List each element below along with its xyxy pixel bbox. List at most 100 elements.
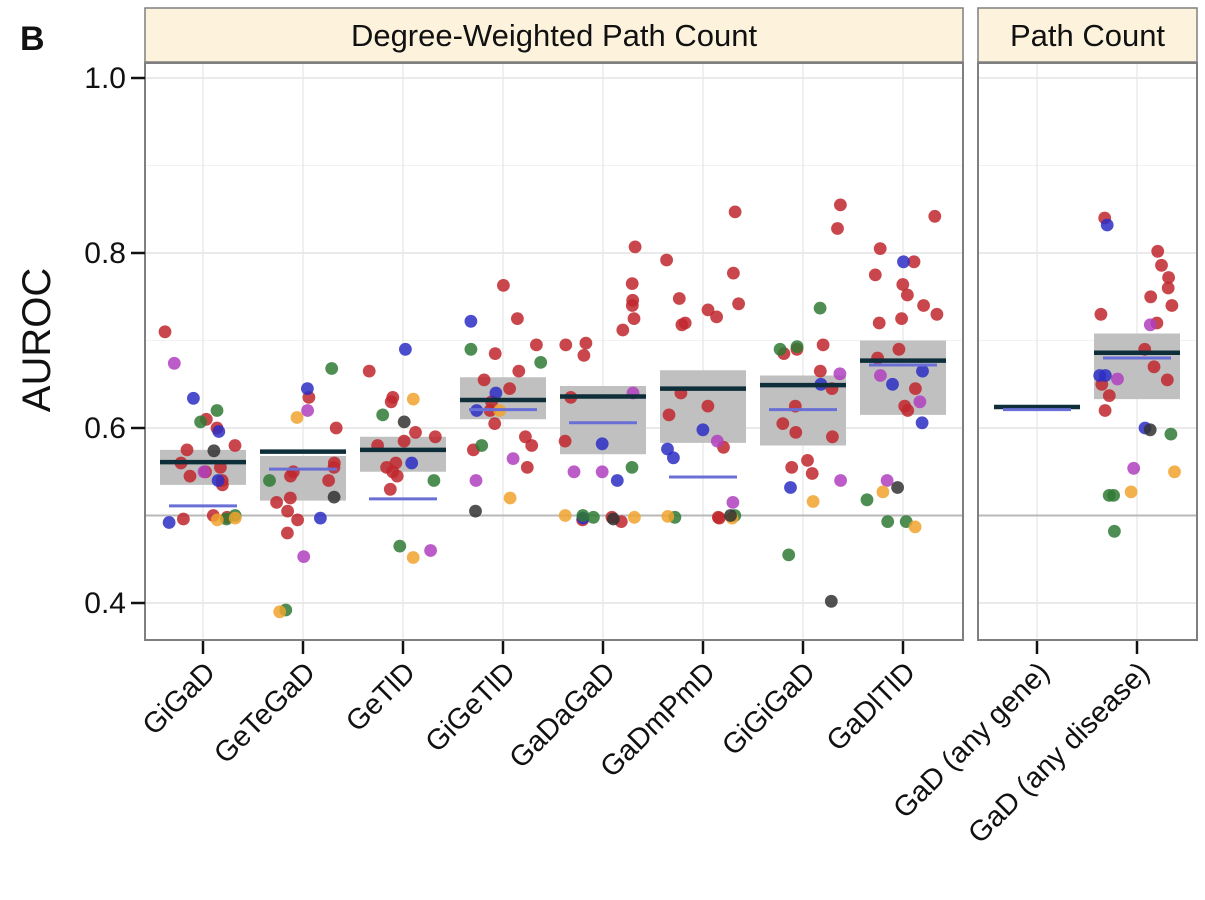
data-point-magenta	[834, 474, 847, 487]
y-tick-label: 0.4	[84, 587, 126, 620]
panel-border	[144, 62, 964, 641]
data-point-red	[1098, 404, 1112, 417]
data-point-blue	[886, 377, 899, 391]
data-point-red	[327, 461, 341, 474]
data-point-black	[891, 481, 904, 494]
panel-title: Path Count	[1010, 18, 1165, 53]
x-tick-label: GeTlD	[340, 656, 422, 738]
data-point-red	[228, 439, 242, 452]
data-point-green	[625, 461, 639, 474]
data-point-red	[728, 205, 742, 219]
data-point-red	[895, 312, 908, 325]
data-point-black	[1143, 423, 1157, 437]
data-point-red	[283, 491, 297, 505]
data-point-red	[672, 292, 686, 305]
data-point-green	[782, 548, 796, 562]
data-point-magenta	[710, 434, 724, 448]
data-point-red	[789, 426, 803, 439]
data-point-red	[785, 461, 799, 474]
data-point-green	[773, 342, 787, 356]
data-point-red	[512, 364, 526, 378]
data-point-red	[831, 222, 844, 235]
x-tick-label: GaDlTlD	[821, 656, 922, 757]
data-point-black	[397, 415, 411, 429]
data-point-orange	[406, 392, 420, 406]
data-point-red	[627, 312, 641, 325]
data-point-black	[824, 594, 838, 608]
data-point-red	[559, 338, 573, 352]
data-point-orange	[908, 520, 922, 534]
data-point-red	[928, 209, 942, 223]
data-point-magenta	[1127, 461, 1141, 475]
data-point-blue	[211, 474, 225, 487]
data-point-red	[1161, 281, 1175, 295]
data-point-blue	[489, 386, 503, 400]
data-point-red	[1151, 244, 1165, 258]
data-point-red	[577, 349, 591, 362]
category-GaDaGaD: GaDaGaD	[504, 240, 646, 775]
data-point-magenta	[833, 367, 847, 381]
y-tick-label: 0.6	[84, 412, 126, 445]
data-point-orange	[1124, 485, 1138, 499]
panel-strip	[144, 7, 964, 63]
data-point-red	[390, 469, 404, 483]
data-point-red	[558, 434, 572, 448]
category-GaDmPmD: GaDmPmD	[595, 205, 746, 784]
category-GaD (any disease): GaD (any disease)	[962, 211, 1181, 850]
data-point-red	[1160, 373, 1174, 387]
data-point-blue	[212, 425, 226, 438]
data-point-red	[284, 469, 297, 483]
data-point-green	[881, 515, 895, 528]
data-point-green	[813, 301, 827, 315]
data-point-blue	[187, 391, 200, 405]
category-GiGaD: GiGaD	[137, 325, 246, 742]
data-point-red	[520, 461, 534, 474]
data-point-red	[281, 504, 294, 518]
data-point-blue	[916, 364, 929, 378]
data-point-red	[1162, 271, 1175, 284]
panel-strip	[977, 7, 1198, 63]
data-point-red	[628, 240, 642, 254]
category-GiGeTlD: GiGeTlD	[420, 279, 548, 759]
data-point-green	[376, 408, 390, 422]
category-GeTeGaD: GeTeGaD	[208, 362, 346, 770]
panel-title: Degree-Weighted Path Count	[351, 18, 758, 53]
data-point-red	[873, 242, 887, 256]
data-point-red	[329, 421, 343, 435]
data-point-red	[901, 404, 915, 417]
data-point-red	[511, 312, 524, 325]
data-point-red	[530, 338, 543, 352]
data-point-orange	[1168, 465, 1181, 479]
x-tick-label: GaD (any disease)	[962, 656, 1156, 850]
data-point-green	[194, 415, 208, 429]
data-point-orange	[273, 605, 287, 619]
data-point-orange	[503, 491, 517, 505]
data-point-red	[362, 364, 376, 378]
data-point-red	[625, 299, 639, 312]
data-point-red	[579, 336, 593, 350]
data-point-black	[327, 490, 341, 504]
data-point-blue	[314, 511, 327, 525]
data-point-red	[805, 467, 819, 480]
data-point-red	[1147, 360, 1161, 374]
data-point-blue	[696, 423, 710, 437]
data-point-red	[322, 474, 335, 487]
data-point-orange	[210, 513, 224, 527]
data-point-blue	[399, 342, 412, 356]
data-point-blue	[667, 451, 680, 465]
data-point-orange	[806, 495, 820, 508]
data-point-red	[428, 430, 442, 444]
category-GiGiGaD: GiGiGaD	[716, 198, 847, 762]
data-point-red	[177, 512, 190, 526]
data-point-magenta	[913, 395, 927, 409]
y-axis: 0.4 0.6 0.8 1.0	[84, 62, 145, 620]
y-tick-label: 1.0	[84, 62, 126, 95]
data-point-orange	[661, 510, 675, 523]
data-point-red	[180, 443, 194, 457]
data-point-green	[210, 404, 224, 417]
data-point-blue	[162, 516, 176, 529]
data-point-green	[427, 474, 441, 487]
data-point-red	[477, 373, 491, 387]
